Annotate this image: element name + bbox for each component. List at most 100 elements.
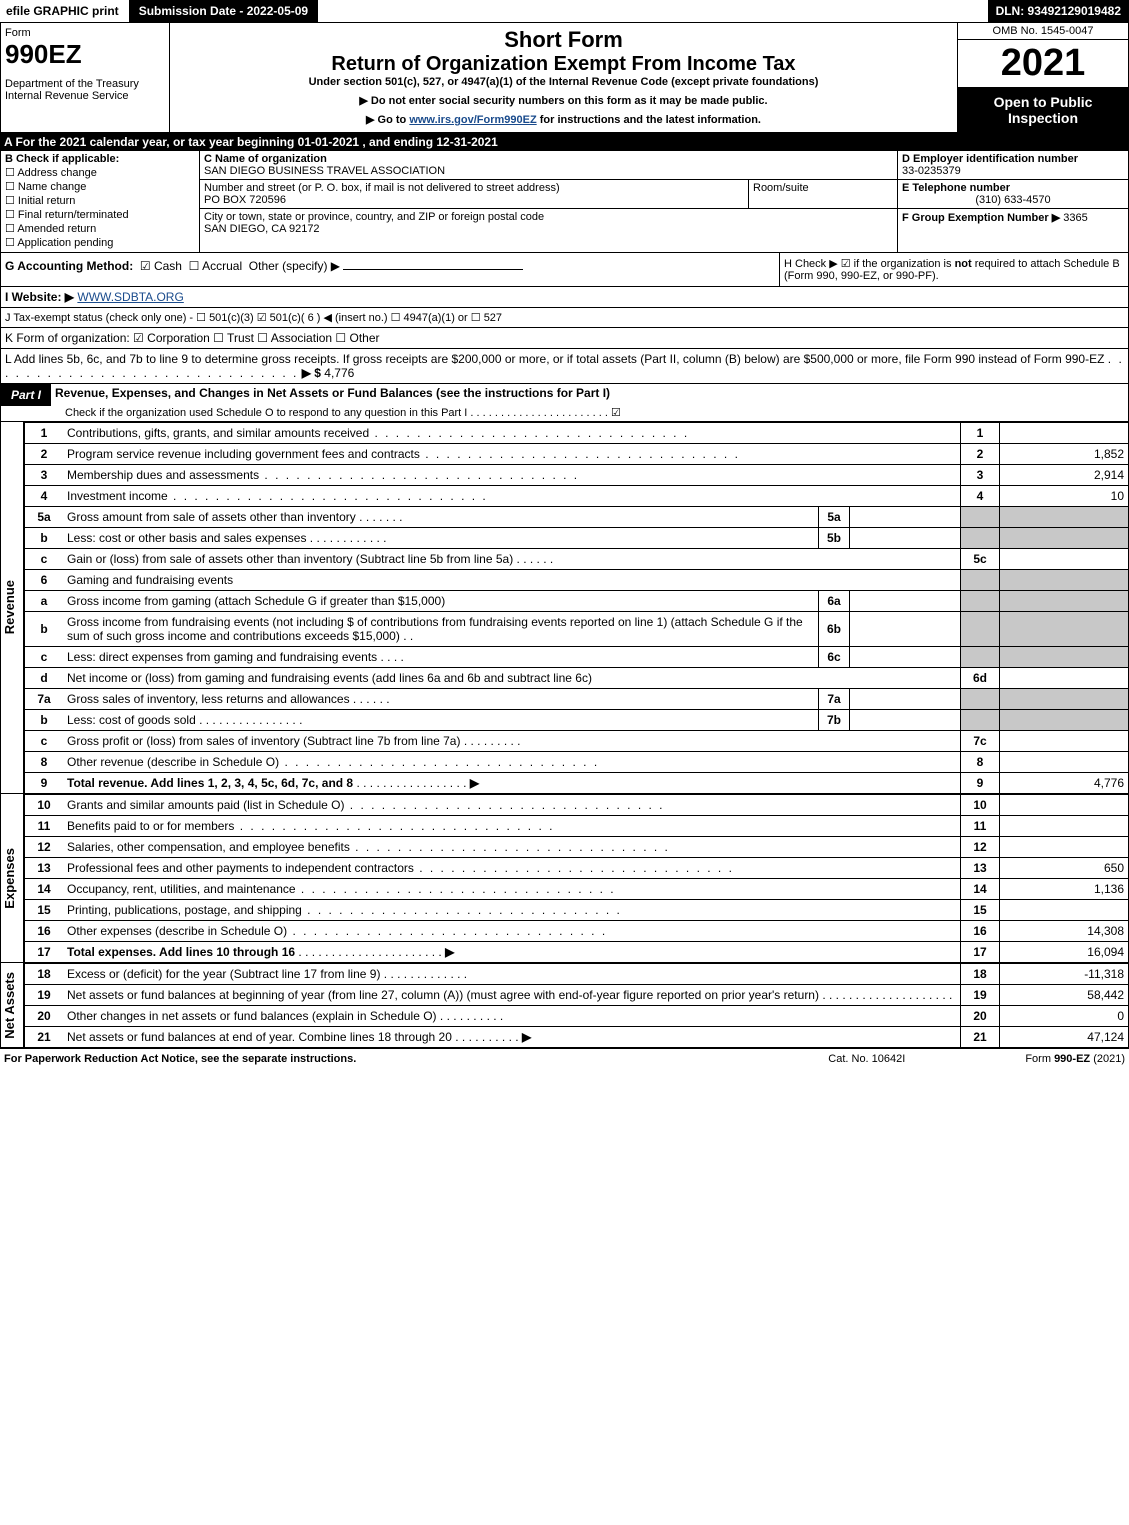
footer: For Paperwork Reduction Act Notice, see …	[0, 1048, 1129, 1069]
form-number: 990EZ	[5, 39, 165, 70]
irs-link[interactable]: www.irs.gov/Form990EZ	[409, 114, 536, 126]
line-8: 8Other revenue (describe in Schedule O)8	[25, 752, 1129, 773]
cb-application-pending[interactable]: ☐ Application pending	[5, 236, 195, 249]
line-4: 4Investment income410	[25, 486, 1129, 507]
expenses-table: 10Grants and similar amounts paid (list …	[24, 794, 1129, 963]
b-title: B Check if applicable:	[5, 153, 195, 165]
revenue-section: Revenue 1Contributions, gifts, grants, a…	[0, 422, 1129, 794]
cb-amended[interactable]: ☐ Amended return	[5, 222, 195, 235]
f-label: F Group Exemption Number ▶	[902, 212, 1060, 224]
website-link[interactable]: WWW.SDBTA.ORG	[77, 290, 183, 304]
l-text: L Add lines 5b, 6c, and 7b to line 9 to …	[5, 352, 1104, 366]
footer-mid: Cat. No. 10642I	[828, 1053, 905, 1065]
ein-val: 33-0235379	[902, 165, 961, 177]
line-5b: bLess: cost or other basis and sales exp…	[25, 528, 1129, 549]
c-label: C Name of organization	[204, 153, 327, 165]
expenses-side-label: Expenses	[1, 794, 24, 963]
section-b-left: B Check if applicable: ☐ Address change …	[1, 151, 200, 252]
l-val: 4,776	[324, 366, 354, 380]
line-20: 20Other changes in net assets or fund ba…	[25, 1006, 1129, 1027]
arrow-icon: ▶	[522, 1030, 531, 1044]
line-6: 6Gaming and fundraising events	[25, 570, 1129, 591]
submission-date: Submission Date - 2022-05-09	[129, 0, 318, 22]
revenue-table: 1Contributions, gifts, grants, and simil…	[24, 422, 1129, 794]
efile-label[interactable]: efile GRAPHIC print	[0, 2, 125, 20]
line-21: 21Net assets or fund balances at end of …	[25, 1027, 1129, 1048]
i-website-row: I Website: ▶ WWW.SDBTA.ORG	[0, 287, 1129, 308]
city-row: City or town, state or province, country…	[200, 209, 897, 237]
line-5a: 5aGross amount from sale of assets other…	[25, 507, 1129, 528]
dln: DLN: 93492129019482	[988, 0, 1129, 22]
cb-final-return[interactable]: ☐ Final return/terminated	[5, 208, 195, 221]
header-right: OMB No. 1545-0047 2021 Open to Public In…	[957, 23, 1128, 132]
line-3: 3Membership dues and assessments32,914	[25, 465, 1129, 486]
line-6b: bGross income from fundraising events (n…	[25, 612, 1129, 647]
dept-label: Department of the Treasury Internal Reve…	[5, 78, 165, 102]
g-other-blank[interactable]	[343, 269, 523, 270]
part-i-tab: Part I	[1, 384, 51, 406]
h-check: H Check ▶ ☑ if the organization is not r…	[779, 253, 1128, 286]
cb-initial-return[interactable]: ☐ Initial return	[5, 194, 195, 207]
k-row: K Form of organization: ☑ Corporation ☐ …	[0, 328, 1129, 349]
line-14: 14Occupancy, rent, utilities, and mainte…	[25, 879, 1129, 900]
street-row: Number and street (or P. O. box, if mail…	[200, 180, 897, 209]
line-15: 15Printing, publications, postage, and s…	[25, 900, 1129, 921]
g-accrual: Accrual	[202, 259, 242, 273]
line-7b: bLess: cost of goods sold . . . . . . . …	[25, 710, 1129, 731]
l-row: L Add lines 5b, 6c, and 7b to line 9 to …	[0, 349, 1129, 384]
instruction-1: ▶ Do not enter social security numbers o…	[178, 94, 949, 107]
telephone-cell: E Telephone number (310) 633-4570	[898, 180, 1128, 209]
city-label: City or town, state or province, country…	[204, 211, 544, 223]
top-bar: efile GRAPHIC print Submission Date - 20…	[0, 0, 1129, 23]
h-label: H Check ▶ ☑ if the organization is	[784, 258, 955, 270]
section-b-center: C Name of organization SAN DIEGO BUSINES…	[200, 151, 897, 252]
city-val: SAN DIEGO, CA 92172	[204, 223, 320, 235]
line-1: 1Contributions, gifts, grants, and simil…	[25, 423, 1129, 444]
netassets-side-label: Net Assets	[1, 963, 24, 1048]
line-18: 18Excess or (deficit) for the year (Subt…	[25, 964, 1129, 985]
line-2: 2Program service revenue including gover…	[25, 444, 1129, 465]
cb-name-change[interactable]: ☐ Name change	[5, 180, 195, 193]
instruction-2: ▶ Go to www.irs.gov/Form990EZ for instru…	[178, 113, 949, 126]
title-return: Return of Organization Exempt From Incom…	[178, 53, 949, 76]
line-7c: cGross profit or (loss) from sales of in…	[25, 731, 1129, 752]
subtitle: Under section 501(c), 527, or 4947(a)(1)…	[178, 76, 949, 88]
part-i-title: Revenue, Expenses, and Changes in Net As…	[51, 384, 1128, 406]
header-left: Form 990EZ Department of the Treasury In…	[1, 23, 170, 132]
line-17: 17Total expenses. Add lines 10 through 1…	[25, 942, 1129, 963]
title-short-form: Short Form	[178, 27, 949, 53]
line-5c: cGain or (loss) from sale of assets othe…	[25, 549, 1129, 570]
open-to-public: Open to Public Inspection	[958, 88, 1128, 132]
line-13: 13Professional fees and other payments t…	[25, 858, 1129, 879]
net-assets-section: Net Assets 18Excess or (deficit) for the…	[0, 963, 1129, 1048]
arrow-icon: ▶ $	[302, 366, 325, 380]
part-i-check: Check if the organization used Schedule …	[1, 406, 1128, 421]
line-19: 19Net assets or fund balances at beginni…	[25, 985, 1129, 1006]
arrow-icon: ▶	[470, 776, 479, 790]
line-a: A For the 2021 calendar year, or tax yea…	[0, 133, 1129, 151]
line-6a: aGross income from gaming (attach Schedu…	[25, 591, 1129, 612]
cb-address-change[interactable]: ☐ Address change	[5, 166, 195, 179]
e-label: E Telephone number	[902, 182, 1010, 194]
revenue-side-label: Revenue	[1, 422, 24, 794]
telephone-val: (310) 633-4570	[902, 194, 1124, 206]
street-val: PO BOX 720596	[204, 194, 286, 206]
org-name-row: C Name of organization SAN DIEGO BUSINES…	[200, 151, 897, 180]
g-h-row: G Accounting Method: ☑ Cash ☐ Accrual Ot…	[0, 253, 1129, 287]
line-11: 11Benefits paid to or for members11	[25, 816, 1129, 837]
i-label: I Website: ▶	[5, 290, 74, 304]
street-label: Number and street (or P. O. box, if mail…	[204, 182, 560, 194]
form-header: Form 990EZ Department of the Treasury In…	[0, 23, 1129, 133]
line-12: 12Salaries, other compensation, and empl…	[25, 837, 1129, 858]
part-i-header: Part I Revenue, Expenses, and Changes in…	[0, 384, 1129, 422]
footer-right: Form 990-EZ (2021)	[1025, 1053, 1125, 1065]
g-other: Other (specify) ▶	[249, 259, 340, 273]
line-16: 16Other expenses (describe in Schedule O…	[25, 921, 1129, 942]
ein-cell: D Employer identification number 33-0235…	[898, 151, 1128, 180]
omb-number: OMB No. 1545-0047	[958, 23, 1128, 40]
f-val: 3365	[1063, 212, 1087, 224]
tax-year: 2021	[958, 40, 1128, 88]
g-cash: Cash	[154, 259, 182, 273]
line-7a: 7aGross sales of inventory, less returns…	[25, 689, 1129, 710]
form-word: Form	[5, 27, 31, 39]
